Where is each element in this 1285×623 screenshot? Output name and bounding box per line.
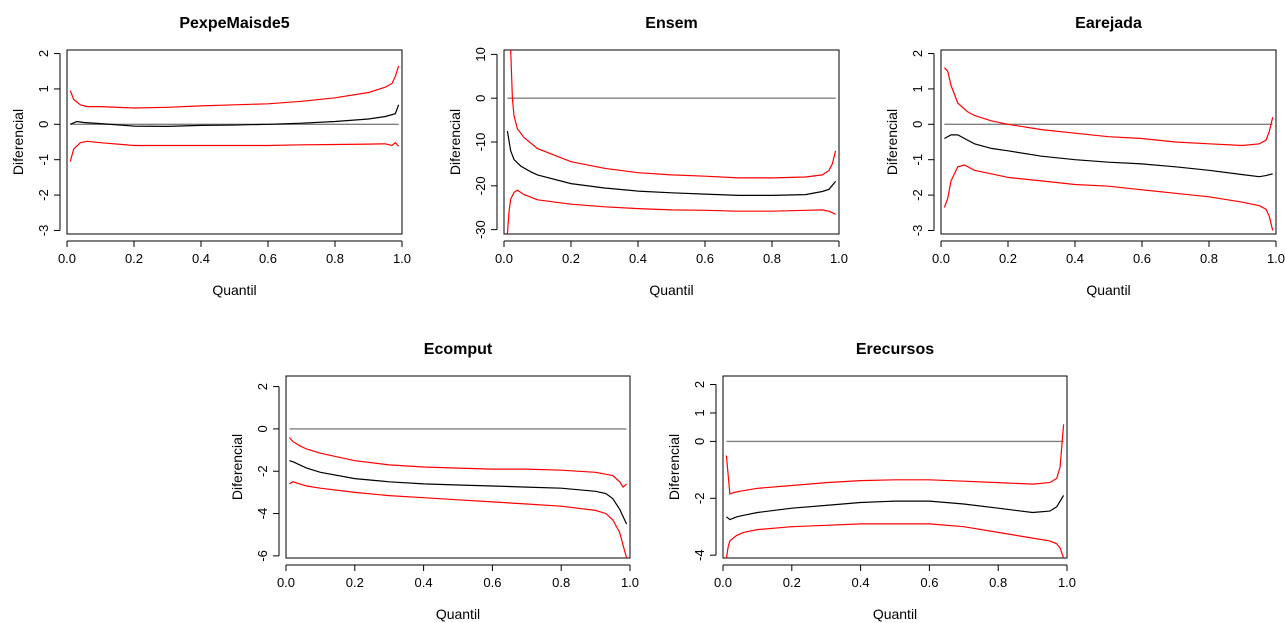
y-tick-label: -2 <box>36 189 51 201</box>
plot-frame <box>66 49 403 235</box>
chart-title: PexpeMaisde5 <box>179 15 289 32</box>
y-tick-label: -4 <box>692 549 707 561</box>
x-tick-label: 0.6 <box>696 251 714 266</box>
y-tick-label: 1 <box>36 85 51 92</box>
y-tick-label: 2 <box>255 383 270 390</box>
y-axis-label: Diferencial <box>10 109 26 175</box>
x-tick-label: 0.2 <box>346 575 364 590</box>
x-tick-label: 1.0 <box>830 251 848 266</box>
x-axis-label: Quantil <box>649 282 693 298</box>
y-tick-label: -1 <box>36 154 51 166</box>
x-axis-label: Quantil <box>873 606 917 622</box>
chart-title: Ecomput <box>424 341 493 358</box>
x-tick-label: 0.6 <box>920 575 938 590</box>
x-axis-label: Quantil <box>1086 282 1130 298</box>
y-axis-label: Diferencial <box>447 109 463 175</box>
series-lower-line <box>725 523 1065 558</box>
y-tick-label: -2 <box>692 493 707 505</box>
x-tick-label: 0.2 <box>125 251 143 266</box>
x-tick-label: 0.2 <box>783 575 801 590</box>
plot-frame <box>503 49 840 235</box>
y-tick-label: -20 <box>473 176 488 195</box>
series-upper-line <box>725 424 1065 495</box>
y-tick-label: 0 <box>692 438 707 445</box>
x-tick-label: 0.2 <box>562 251 580 266</box>
x-tick-label: 0.0 <box>495 251 513 266</box>
panel-1: PexpeMaisde5 0.0 0.2 0.4 0.6 0.8 1.0 -3 -2 -1 0 1 2 Q… <box>10 15 411 298</box>
x-tick-label: 1.0 <box>393 251 411 266</box>
x-tick-label: 0.8 <box>989 575 1007 590</box>
y-tick-label: -2 <box>255 465 270 477</box>
x-tick-label: 0.0 <box>714 575 732 590</box>
x-axis-label: Quantil <box>436 606 480 622</box>
y-tick-label: 0 <box>255 425 270 432</box>
x-tick-label: 0.6 <box>483 575 501 590</box>
y-tick-label: 0 <box>910 121 925 128</box>
x-tick-label: 0.4 <box>852 575 870 590</box>
series-lower-line <box>69 140 400 162</box>
series-upper-line <box>288 437 628 489</box>
chart-title: Erecursos <box>856 341 934 358</box>
chart-title: Earejada <box>1075 15 1142 32</box>
y-tick-label: -4 <box>255 508 270 520</box>
x-tick-label: 0.0 <box>58 251 76 266</box>
x-tick-label: 0.2 <box>999 251 1017 266</box>
x-tick-label: 0.4 <box>192 251 210 266</box>
y-tick-label: -10 <box>473 133 488 152</box>
x-tick-label: 0.4 <box>1066 251 1084 266</box>
y-axis-label: Diferencial <box>666 434 682 500</box>
y-tick-label: -1 <box>910 154 925 166</box>
series-estimate-line <box>726 495 1065 521</box>
y-tick-label: -3 <box>36 225 51 237</box>
series-estimate-line <box>289 460 628 525</box>
y-tick-label: -6 <box>255 550 270 562</box>
series-upper-line <box>510 50 837 179</box>
x-tick-label: 0.0 <box>932 251 950 266</box>
y-tick-label: 1 <box>692 409 707 416</box>
y-tick-label: -2 <box>910 189 925 201</box>
y-tick-label: 2 <box>36 50 51 57</box>
series-lower-line <box>943 164 1274 231</box>
x-tick-label: 0.8 <box>763 251 781 266</box>
series-upper-line <box>69 65 400 109</box>
x-tick-label: 1.0 <box>621 575 639 590</box>
series-upper-line <box>943 67 1274 147</box>
x-tick-label: 0.8 <box>326 251 344 266</box>
x-tick-label: 0.4 <box>415 575 433 590</box>
panel-3: Earejada 0.0 0.2 0.4 0.6 0.8 1.0 -3 -2 -1 0 1 2 Quant… <box>884 15 1285 298</box>
x-tick-label: 1.0 <box>1267 251 1285 266</box>
x-tick-label: 0.8 <box>1200 251 1218 266</box>
plot-frame <box>285 375 631 559</box>
series-estimate-line <box>70 104 400 128</box>
x-tick-label: 0.0 <box>277 575 295 590</box>
y-tick-label: 0 <box>473 95 488 102</box>
plot-frame <box>722 375 1068 559</box>
series-estimate-line <box>506 130 837 196</box>
y-tick-label: -30 <box>473 220 488 239</box>
x-tick-label: 0.6 <box>1133 251 1151 266</box>
series-estimate-line <box>944 134 1273 178</box>
series-lower-line <box>506 189 836 234</box>
y-tick-label: 1 <box>910 85 925 92</box>
y-tick-label: -3 <box>910 225 925 237</box>
y-tick-label: 2 <box>910 50 925 57</box>
x-tick-label: 0.8 <box>552 575 570 590</box>
x-axis-label: Quantil <box>212 282 256 298</box>
series-lower-line <box>289 481 628 558</box>
panel-2: Ensem 0.0 0.2 0.4 0.6 0.8 1.0 -30 -20 -10 0 10 Quant… <box>447 15 848 298</box>
y-axis-label: Diferencial <box>884 109 900 175</box>
x-tick-label: 0.6 <box>259 251 277 266</box>
x-tick-label: 0.4 <box>629 251 647 266</box>
y-tick-label: 2 <box>692 381 707 388</box>
y-tick-label: 0 <box>36 121 51 128</box>
panel-5: Erecursos 0.0 0.2 0.4 0.6 0.8 1.0 -4 -2 0 1 2 Quanti… <box>666 341 1076 622</box>
plot-frame <box>940 49 1277 235</box>
y-tick-label: 10 <box>473 47 488 61</box>
y-axis-label: Diferencial <box>229 434 245 500</box>
chart-title: Ensem <box>645 15 697 32</box>
x-tick-label: 1.0 <box>1058 575 1076 590</box>
panel-4: Ecomput 0.0 0.2 0.4 0.6 0.8 1.0 -6 -4 -2 0 2 Quantil… <box>229 341 639 622</box>
